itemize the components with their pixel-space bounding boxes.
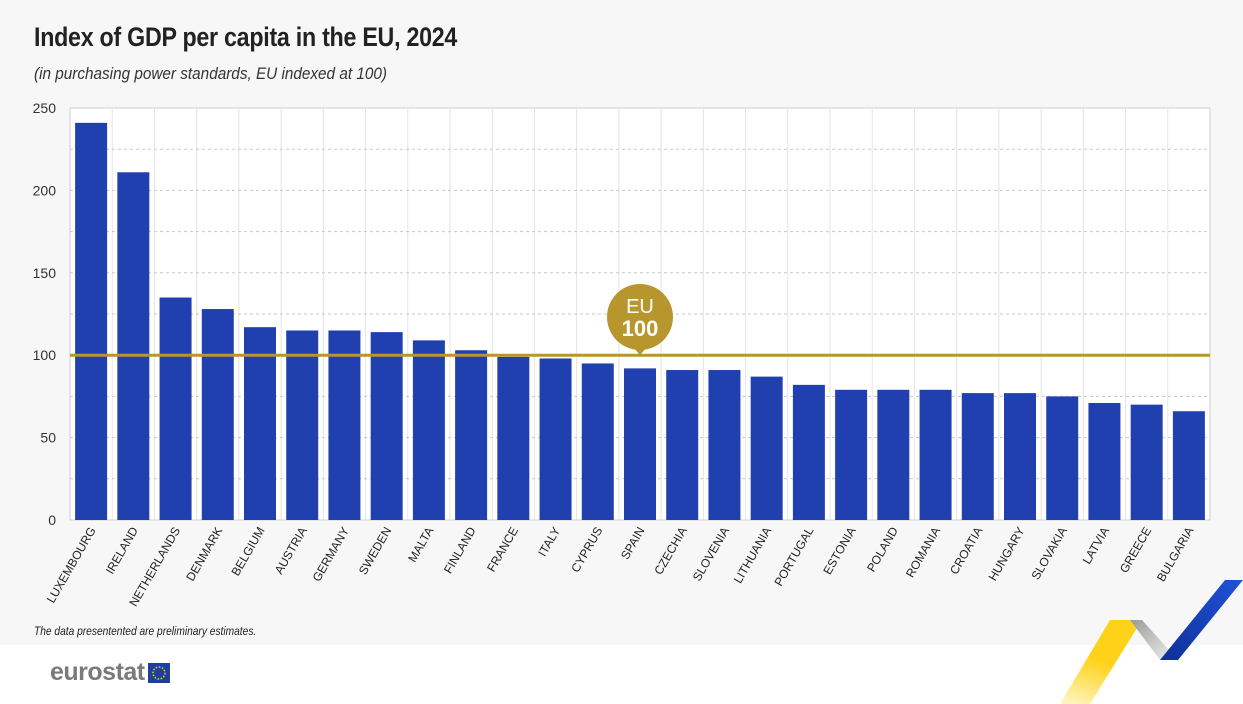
bar-netherlands	[159, 297, 192, 520]
eu-reference-badge	[607, 284, 673, 350]
eu-badge-value: 100	[622, 316, 659, 341]
x-tick-label: MALTA	[405, 525, 436, 565]
bar-hungary	[1004, 393, 1036, 520]
eurostat-logo: eurostat	[50, 658, 170, 687]
x-tick-label: ITALY	[535, 525, 563, 559]
x-tick-label: PORTUGAL	[771, 524, 816, 588]
y-tick-label: 50	[40, 430, 56, 446]
x-tick-label: CZECHIA	[651, 525, 689, 578]
x-tick-label: AUSTRIA	[272, 525, 310, 577]
x-tick-label: LITHUANIA	[731, 525, 774, 586]
y-tick-label: 200	[33, 182, 57, 198]
bar-finland	[455, 350, 488, 520]
bar-italy	[539, 358, 572, 520]
x-tick-label: LATVIA	[1080, 525, 1112, 567]
eu-badge-label: EU	[626, 296, 654, 318]
x-tick-label: HUNGARY	[986, 525, 1028, 584]
bar-slovenia	[708, 370, 741, 520]
bar-romania	[919, 389, 952, 520]
x-tick-label: SWEDEN	[356, 525, 394, 578]
y-tick-label: 100	[33, 347, 57, 363]
bar-austria	[286, 330, 319, 520]
bar-lithuania	[750, 376, 783, 520]
bar-luxembourg	[75, 122, 108, 520]
chart-subtitle: (in purchasing power standards, EU index…	[34, 64, 387, 83]
logo-text: eurostat	[50, 658, 145, 686]
y-tick-label: 0	[48, 512, 56, 528]
eu-flag-icon	[147, 662, 170, 683]
x-tick-label: ROMANIA	[903, 525, 943, 581]
x-tick-label: ESTONIA	[820, 525, 858, 577]
x-tick-label: DENMARK	[183, 525, 225, 584]
footnote: The data presentented are preliminary es…	[34, 624, 257, 638]
y-tick-label: 150	[33, 265, 57, 281]
x-tick-label: FINLAND	[441, 524, 479, 576]
x-tick-label: SPAIN	[618, 525, 648, 562]
bar-czechia	[666, 370, 699, 520]
bar-poland	[877, 389, 910, 520]
bar-croatia	[961, 393, 994, 520]
x-tick-label: CYPRUS	[568, 525, 605, 575]
x-tick-label: FRANCE	[484, 525, 521, 575]
y-tick-label: 250	[33, 100, 57, 116]
bar-germany	[328, 330, 361, 520]
bar-portugal	[792, 384, 825, 520]
x-tick-label: SLOVENIA	[690, 525, 732, 584]
x-tick-label: GERMANY	[310, 525, 352, 585]
bar-ireland	[117, 172, 150, 520]
bar-slovakia	[1046, 396, 1079, 520]
eu-badge-pointer	[633, 347, 647, 355]
chart-title: Index of GDP per capita in the EU, 2024	[34, 22, 458, 52]
bar-malta	[412, 340, 445, 520]
bar-latvia	[1088, 402, 1121, 520]
x-tick-label: POLAND	[864, 524, 901, 574]
bar-france	[497, 356, 530, 520]
bar-bulgaria	[1172, 411, 1205, 520]
bar-belgium	[244, 327, 276, 520]
bar-denmark	[201, 309, 234, 520]
bar-estonia	[835, 389, 868, 520]
x-tick-label: GREECE	[1117, 525, 1154, 576]
x-tick-label: IRELAND	[103, 524, 141, 576]
bar-spain	[624, 368, 656, 520]
bar-cyprus	[581, 363, 614, 520]
decorative-ribbon-icon	[1060, 580, 1243, 704]
x-tick-label: LUXEMBOURG	[44, 525, 99, 606]
bar-sweden	[370, 332, 403, 520]
x-tick-label: BELGIUM	[228, 525, 267, 579]
x-tick-label: CROATIA	[947, 525, 985, 577]
bar-greece	[1130, 404, 1163, 520]
